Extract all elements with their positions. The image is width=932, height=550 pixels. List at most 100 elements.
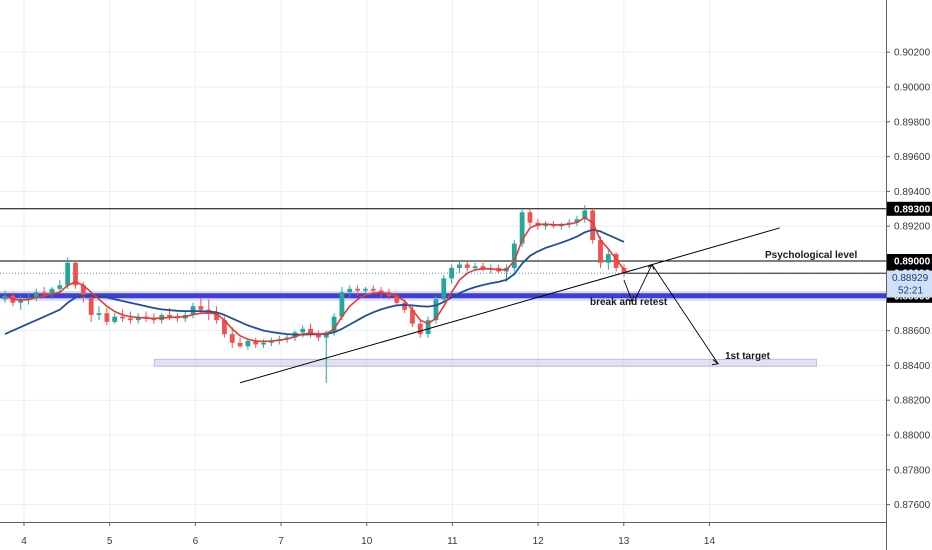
level-tag-89300-bg xyxy=(887,201,932,216)
ascending-trendline xyxy=(239,227,780,384)
candle-body xyxy=(73,262,78,286)
secondary-price-tag: 0.88929 xyxy=(892,273,929,284)
candle-body xyxy=(590,210,596,241)
retest-arrow-line xyxy=(623,279,633,302)
candle-body xyxy=(308,328,313,335)
candle-body xyxy=(26,297,31,300)
time-tick-label: 5 xyxy=(107,536,113,547)
retest-arrow-head xyxy=(626,295,635,302)
price-tick-label: 0.88200 xyxy=(894,396,931,407)
candle-body xyxy=(480,266,486,270)
level-tag-89000: 0.89000 xyxy=(894,257,931,268)
candle-body xyxy=(65,262,71,286)
candle-body xyxy=(598,240,603,263)
time-tick-label: 7 xyxy=(278,536,284,547)
time-tick-label: 11 xyxy=(447,536,458,547)
projection-arrow-head xyxy=(711,359,720,366)
candle-body xyxy=(198,306,204,310)
time-tick-label: 4 xyxy=(21,536,27,547)
candle-body xyxy=(316,334,321,338)
price-tick-label: 0.89600 xyxy=(894,152,931,163)
candle-body xyxy=(582,210,588,220)
candle-body xyxy=(464,264,470,268)
moving-average-layer xyxy=(4,216,625,343)
time-axis[interactable]: 4 5 6 7 10 11 12 13 14 xyxy=(0,522,886,547)
candle-body xyxy=(167,314,172,317)
candle-body xyxy=(245,341,251,347)
candle-body xyxy=(355,288,360,291)
candle-body xyxy=(135,316,141,321)
candle-body xyxy=(457,264,462,268)
candle-body xyxy=(151,318,157,321)
candle-body xyxy=(402,302,408,310)
price-tick-label: 0.87600 xyxy=(894,500,931,511)
candle-body xyxy=(441,278,447,300)
psychological-level-label: Psychological level xyxy=(765,250,857,261)
drawings-layer: Psychological level break and retest 1st t… xyxy=(239,227,857,384)
price-tick-label: 0.90200 xyxy=(894,48,931,59)
candle-body xyxy=(112,316,118,322)
candle-body xyxy=(472,266,478,268)
time-tick-label: 12 xyxy=(533,536,545,547)
candle-body xyxy=(378,290,384,293)
price-tick-label: 0.89200 xyxy=(894,222,931,233)
price-tick-label: 0.88000 xyxy=(894,431,931,442)
candle-body xyxy=(574,219,580,223)
candle-body xyxy=(449,267,455,279)
countdown-label: 52:21 xyxy=(898,286,923,297)
price-tick-label: 0.89400 xyxy=(894,187,931,198)
candle-body xyxy=(33,292,39,298)
candle-body xyxy=(621,267,627,274)
support-band xyxy=(153,358,817,367)
candle-body xyxy=(120,316,125,319)
candle-body xyxy=(229,334,235,343)
candle-body xyxy=(511,243,517,268)
candle-body xyxy=(96,313,102,315)
candle-body xyxy=(41,292,47,295)
candle-body xyxy=(88,297,94,315)
time-tick-label: 14 xyxy=(704,536,716,547)
candle-body xyxy=(214,313,219,321)
candle-body xyxy=(543,224,549,227)
support-band-layer xyxy=(153,358,817,367)
candle-body xyxy=(221,320,227,335)
candle-body xyxy=(433,299,439,321)
secondary-price-tag-bg xyxy=(887,270,932,298)
price-tick-label: 0.88600 xyxy=(894,326,931,337)
candle-body xyxy=(605,254,611,263)
candle-body xyxy=(57,285,63,289)
candle-body xyxy=(425,320,431,335)
candle-body xyxy=(363,288,368,291)
price-tick-label: 0.87800 xyxy=(894,465,931,476)
candle-body xyxy=(104,313,110,322)
candle-body xyxy=(261,342,266,345)
candle-body xyxy=(253,341,259,345)
candle-body xyxy=(18,299,24,303)
candle-body xyxy=(2,295,8,300)
break-and-retest-label: break and retest xyxy=(590,297,668,308)
candle-body xyxy=(519,212,525,244)
level-tag-89000-bg xyxy=(887,254,932,268)
candle-body xyxy=(410,309,415,324)
candle-body xyxy=(237,342,243,347)
slow-moving-average xyxy=(4,228,625,336)
first-target-label: 1st target xyxy=(725,351,771,362)
candle-body xyxy=(394,295,400,303)
time-tick-label: 13 xyxy=(618,536,630,547)
candle-body xyxy=(613,254,619,268)
candle-body xyxy=(80,285,86,298)
candle-body xyxy=(370,288,376,291)
candle-body xyxy=(347,288,353,293)
candle-body xyxy=(269,341,274,343)
price-axis[interactable]: 0.87600 0.87800 0.88000 0.88200 0.88400 0.886… xyxy=(886,0,931,550)
price-tick-label: 0.90000 xyxy=(894,83,931,94)
candle-body xyxy=(300,328,306,333)
projection-peak-head xyxy=(647,263,655,270)
time-tick-label: 6 xyxy=(193,536,199,547)
candle-body xyxy=(527,212,533,223)
price-tick-label: 0.88400 xyxy=(894,361,931,372)
level-tag-89300: 0.89300 xyxy=(894,204,931,215)
price-tick-label: 0.89800 xyxy=(894,117,931,128)
